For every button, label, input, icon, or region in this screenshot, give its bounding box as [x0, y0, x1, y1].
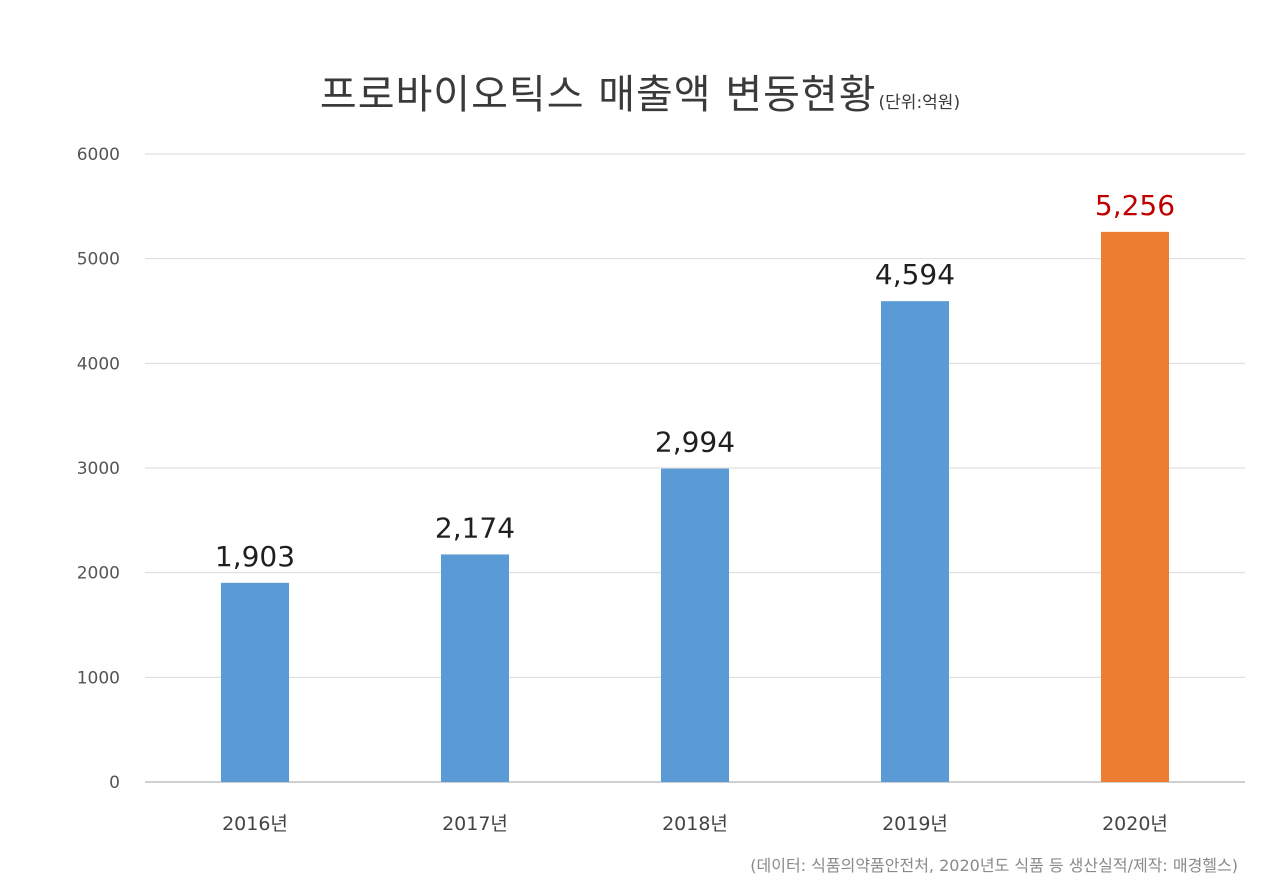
y-tick-label: 1000 [77, 668, 120, 688]
data-label: 4,594 [875, 258, 955, 291]
bar [1101, 231, 1169, 782]
y-tick-label: 4000 [77, 354, 120, 374]
data-label: 2,994 [655, 426, 735, 459]
y-tick-label: 0 [109, 773, 120, 793]
x-tick-label: 2017년 [442, 813, 508, 835]
bar [881, 301, 949, 782]
y-tick-label: 2000 [77, 564, 120, 584]
y-tick-label: 5000 [77, 250, 120, 270]
data-label: 5,256 [1095, 189, 1175, 222]
x-tick-label: 2019년 [882, 813, 948, 835]
y-tick-label: 6000 [77, 145, 120, 165]
chart-unit-note: (단위:억원) [878, 93, 961, 113]
y-tick-label: 3000 [77, 459, 120, 479]
title-row: 프로바이오틱스 매출액 변동현황 (단위:억원) [0, 62, 1280, 120]
bar [441, 554, 509, 782]
bar [221, 582, 289, 782]
data-label: 2,174 [435, 511, 515, 544]
x-tick-label: 2016년 [222, 813, 288, 835]
source-note: (데이터: 식품의약품안전처, 2020년도 식품 등 생산실적/제작: 매경헬… [750, 856, 1238, 875]
chart-title: 프로바이오틱스 매출액 변동현황 [319, 72, 877, 118]
bar [661, 468, 729, 782]
x-tick-label: 2018년 [662, 813, 728, 835]
data-label: 1,903 [215, 540, 295, 573]
x-tick-label: 2020년 [1102, 813, 1168, 835]
